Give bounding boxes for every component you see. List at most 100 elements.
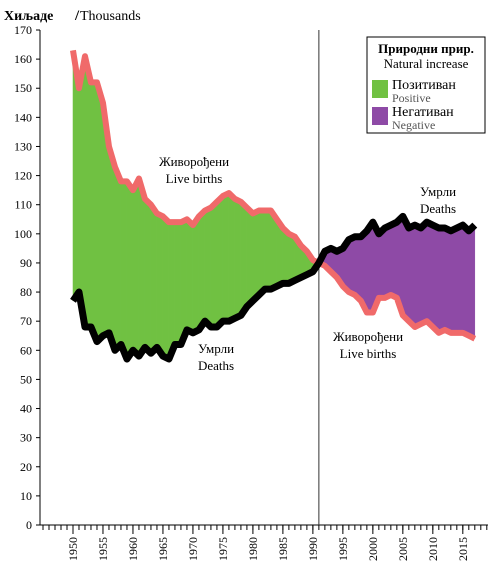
legend-title: Природни прир. xyxy=(378,41,474,56)
area-positive xyxy=(168,221,176,360)
x-tick-label: 2015 xyxy=(456,537,470,561)
area-negative xyxy=(414,224,422,328)
y-tick-label: 20 xyxy=(20,460,32,474)
area-positive xyxy=(252,210,260,302)
area-positive xyxy=(258,210,266,296)
annotation: Живорођени xyxy=(159,154,229,169)
area-negative xyxy=(450,227,458,334)
annotation-en: Live births xyxy=(166,171,223,186)
area-positive xyxy=(246,207,254,308)
y-tick-label: 100 xyxy=(14,227,32,241)
series-line xyxy=(70,49,477,342)
x-tick-label: 1970 xyxy=(186,537,200,561)
x-tick-label: 2010 xyxy=(426,537,440,561)
x-tick-label: 1950 xyxy=(66,537,80,561)
x-tick-label: 1975 xyxy=(216,537,230,561)
area-positive xyxy=(216,195,224,328)
area-positive xyxy=(114,166,122,351)
y-tick-label: 170 xyxy=(14,23,32,37)
y-tick-label: 110 xyxy=(14,198,32,212)
area-positive xyxy=(174,221,182,345)
area-negative xyxy=(348,236,356,296)
series-line xyxy=(70,212,478,363)
x-tick-label: 1995 xyxy=(336,537,350,561)
y-tick-label: 130 xyxy=(14,139,32,153)
annotation-en: Deaths xyxy=(420,201,456,216)
x-tick-label: 2000 xyxy=(366,537,380,561)
area-positive xyxy=(192,215,200,334)
legend-title-en: Natural increase xyxy=(384,56,469,71)
area-positive xyxy=(144,198,152,354)
area-positive xyxy=(228,192,236,322)
area-positive xyxy=(156,213,164,357)
y-tick-label: 40 xyxy=(20,402,32,416)
y-tick-label: 60 xyxy=(20,343,32,357)
area-negative xyxy=(384,224,392,299)
area-positive xyxy=(78,56,86,328)
area-negative xyxy=(444,227,452,334)
area-positive xyxy=(108,146,116,351)
y-tick-label: 150 xyxy=(14,81,32,95)
y-tick-label: 160 xyxy=(14,52,32,66)
area-negative xyxy=(390,221,398,299)
area-negative xyxy=(468,224,476,340)
legend-label: Негативан xyxy=(392,105,454,120)
x-tick-label: 1955 xyxy=(96,537,110,561)
legend-label-en: Negative xyxy=(392,118,435,132)
area-positive xyxy=(186,218,194,334)
area-negative xyxy=(432,224,440,334)
x-tick-label: 1965 xyxy=(156,537,170,561)
y-tick-label: 0 xyxy=(26,518,32,532)
area-positive xyxy=(240,201,248,317)
area-positive xyxy=(210,201,218,328)
area-positive xyxy=(132,178,140,357)
annotation-en: Deaths xyxy=(198,358,234,373)
area-negative xyxy=(402,216,410,322)
area-positive xyxy=(234,198,242,319)
legend-label: Позитиван xyxy=(392,78,456,93)
area-negative xyxy=(354,236,362,302)
area-negative xyxy=(420,221,428,325)
legend-swatch xyxy=(372,107,388,125)
x-tick-label: 1990 xyxy=(306,537,320,561)
y-tick-label: 10 xyxy=(20,489,32,503)
y-axis-title-en: Thousands xyxy=(80,9,141,24)
area-negative xyxy=(438,227,446,334)
annotation: Умрли xyxy=(420,184,456,199)
y-axis-title: Хиљаде xyxy=(4,9,53,24)
separator: / xyxy=(74,8,80,24)
area-negative xyxy=(456,224,464,334)
legend-label-en: Positive xyxy=(392,91,431,105)
area-negative xyxy=(462,224,470,337)
area-positive xyxy=(288,233,296,284)
annotation: Живорођени xyxy=(333,329,403,344)
y-tick-label: 120 xyxy=(14,169,32,183)
area-positive xyxy=(264,210,272,290)
annotation: Умрли xyxy=(198,341,234,356)
area-positive xyxy=(150,203,158,354)
area-positive xyxy=(126,180,134,360)
area-positive xyxy=(180,218,188,345)
area-positive xyxy=(198,209,206,331)
annotation-en: Live births xyxy=(340,346,397,361)
y-tick-label: 90 xyxy=(20,256,32,270)
y-tick-label: 50 xyxy=(20,372,32,386)
x-tick-label: 2005 xyxy=(396,537,410,561)
x-tick-label: 1985 xyxy=(276,537,290,561)
area-negative xyxy=(426,221,434,328)
area-negative xyxy=(378,227,386,299)
legend-swatch xyxy=(372,80,388,98)
x-tick-label: 1980 xyxy=(246,537,260,561)
y-tick-label: 80 xyxy=(20,285,32,299)
area-positive xyxy=(96,82,104,343)
y-tick-label: 140 xyxy=(14,110,32,124)
x-tick-label: 1960 xyxy=(126,537,140,561)
y-tick-label: 30 xyxy=(20,431,32,445)
area-negative xyxy=(408,224,416,328)
y-tick-label: 70 xyxy=(20,314,32,328)
area-positive xyxy=(84,56,92,328)
area-positive xyxy=(120,181,128,360)
area-positive xyxy=(204,207,212,328)
area-positive xyxy=(162,215,170,360)
